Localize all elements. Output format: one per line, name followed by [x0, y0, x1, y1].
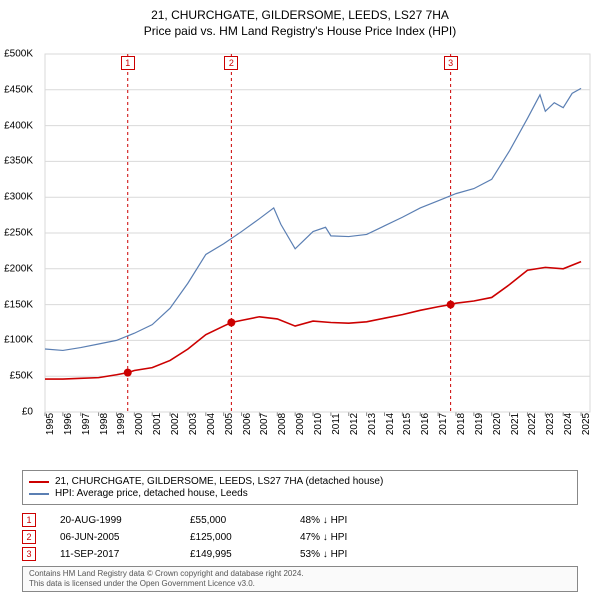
legend-row: HPI: Average price, detached house, Leed… — [29, 488, 571, 499]
x-tick-label: 2009 — [295, 413, 306, 435]
x-tick-label: 2006 — [242, 413, 253, 435]
series-property — [45, 262, 581, 379]
x-tick-label: 2014 — [385, 413, 396, 435]
x-tick-label: 2020 — [492, 413, 503, 435]
y-tick-label: £250K — [4, 228, 33, 239]
legend-label: 21, CHURCHGATE, GILDERSOME, LEEDS, LS27 … — [55, 476, 383, 487]
transaction-price: £149,995 — [190, 549, 300, 560]
x-tick-label: 2010 — [313, 413, 324, 435]
x-tick-label: 2008 — [277, 413, 288, 435]
marker-point — [447, 301, 455, 309]
transaction-pct: 48% ↓ HPI — [300, 515, 420, 526]
footer-box: Contains HM Land Registry data © Crown c… — [22, 566, 578, 592]
transaction-idx-box: 3 — [22, 547, 36, 561]
x-tick-label: 1995 — [45, 413, 56, 435]
x-tick-label: 2015 — [402, 413, 413, 435]
y-tick-label: £150K — [4, 299, 33, 310]
marker-point — [124, 369, 132, 377]
x-axis-labels: 1995199619971998199920002001200220032004… — [35, 418, 595, 464]
transaction-price: £125,000 — [190, 532, 300, 543]
legend-swatch — [29, 481, 49, 483]
y-tick-label: £200K — [4, 263, 33, 274]
transaction-date: 06-JUN-2005 — [60, 532, 190, 543]
y-tick-label: £500K — [4, 49, 33, 60]
x-tick-label: 2001 — [152, 413, 163, 435]
transaction-idx-box: 2 — [22, 530, 36, 544]
legend-row: 21, CHURCHGATE, GILDERSOME, LEEDS, LS27 … — [29, 476, 571, 487]
y-tick-label: £0 — [22, 407, 33, 418]
transaction-row: 2 06-JUN-2005£125,00047% ↓ HPI — [22, 530, 578, 544]
x-tick-label: 1999 — [116, 413, 127, 435]
x-tick-label: 2018 — [456, 413, 467, 435]
x-tick-label: 2007 — [259, 413, 270, 435]
x-tick-label: 2016 — [420, 413, 431, 435]
x-tick-label: 2004 — [206, 413, 217, 435]
x-tick-label: 2024 — [563, 413, 574, 435]
footer-line1: Contains HM Land Registry data © Crown c… — [29, 569, 571, 579]
y-axis-labels: £0 £50K £100K £150K £200K £250K £300K £350K £400… — [0, 48, 35, 418]
y-tick-label: £50K — [10, 371, 33, 382]
footer-line2: This data is licensed under the Open Gov… — [29, 579, 571, 589]
x-tick-label: 2000 — [134, 413, 145, 435]
x-tick-label: 2021 — [510, 413, 521, 435]
transaction-idx-box: 1 — [22, 513, 36, 527]
x-tick-label: 2011 — [331, 413, 342, 435]
y-tick-label: £400K — [4, 120, 33, 131]
x-tick-label: 2019 — [474, 413, 485, 435]
x-tick-label: 1997 — [81, 413, 92, 435]
x-tick-label: 2023 — [545, 413, 556, 435]
x-tick-label: 2022 — [527, 413, 538, 435]
y-tick-label: £450K — [4, 84, 33, 95]
transaction-table: 1 20-AUG-1999£55,00048% ↓ HPI 2 06-JUN-2005… — [22, 510, 578, 564]
x-tick-label: 2013 — [367, 413, 378, 435]
x-tick-label: 2012 — [349, 413, 360, 435]
marker-point — [227, 319, 235, 327]
x-tick-label: 2005 — [224, 413, 235, 435]
transaction-pct: 53% ↓ HPI — [300, 549, 420, 560]
title-block: 21, CHURCHGATE, GILDERSOME, LEEDS, LS27 … — [0, 0, 600, 42]
y-tick-label: £300K — [4, 192, 33, 203]
legend-label: HPI: Average price, detached house, Leed… — [55, 488, 248, 499]
x-tick-label: 2017 — [438, 413, 449, 435]
transaction-date: 20-AUG-1999 — [60, 515, 190, 526]
page-container: 21, CHURCHGATE, GILDERSOME, LEEDS, LS27 … — [0, 0, 600, 590]
title-sub: Price paid vs. HM Land Registry's House … — [0, 24, 600, 38]
legend-swatch — [29, 493, 49, 495]
transaction-row: 1 20-AUG-1999£55,00048% ↓ HPI — [22, 513, 578, 527]
chart-svg — [35, 48, 595, 418]
series-hpi — [45, 88, 581, 350]
transaction-pct: 47% ↓ HPI — [300, 532, 420, 543]
chart-marker-3: 3 — [444, 56, 458, 70]
transaction-row: 3 11-SEP-2017£149,99553% ↓ HPI — [22, 547, 578, 561]
x-tick-label: 2025 — [581, 413, 592, 435]
x-tick-label: 2003 — [188, 413, 199, 435]
title-main: 21, CHURCHGATE, GILDERSOME, LEEDS, LS27 … — [0, 8, 600, 22]
transaction-date: 11-SEP-2017 — [60, 549, 190, 560]
transaction-price: £55,000 — [190, 515, 300, 526]
chart-marker-2: 2 — [224, 56, 238, 70]
x-tick-label: 2002 — [170, 413, 181, 435]
legend-box: 21, CHURCHGATE, GILDERSOME, LEEDS, LS27 … — [22, 470, 578, 505]
chart-area: £0£50K£100K£150K£200K£250K£300K£350K£400… — [35, 48, 595, 418]
y-tick-label: £350K — [4, 156, 33, 167]
chart-marker-1: 1 — [121, 56, 135, 70]
y-tick-label: £100K — [4, 335, 33, 346]
x-tick-label: 1998 — [99, 413, 110, 435]
x-tick-label: 1996 — [63, 413, 74, 435]
